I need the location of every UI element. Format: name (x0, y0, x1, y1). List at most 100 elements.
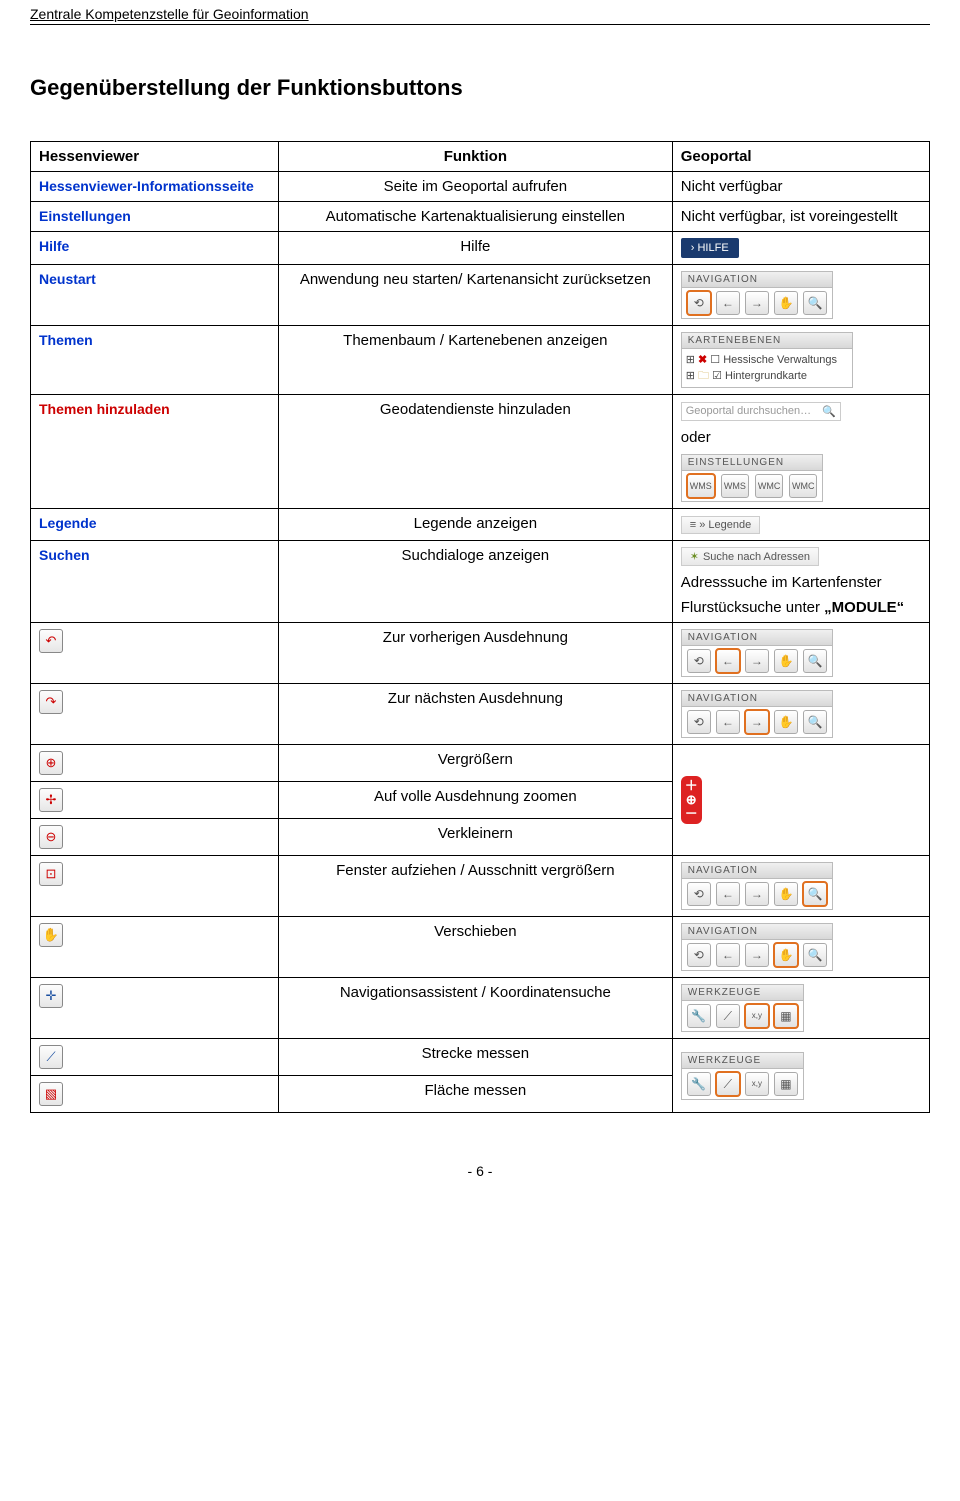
nav-assist-icon[interactable]: ✛ (39, 984, 63, 1008)
tool-grid-icon[interactable]: ▦ (774, 1004, 798, 1028)
geop-legende: Legende (672, 509, 929, 541)
table-row: Suchen Suchdialoge anzeigen ✶Suche nach … (31, 541, 930, 623)
flur-text: Flurstücksuche unter „MODULE“ (681, 599, 921, 616)
hv-link-legende[interactable]: Legende (39, 515, 97, 531)
geop-geodienste: 🔍 Geoportal durchsuchen… oder EINSTELLUN… (672, 395, 929, 509)
nav-zoombox-icon[interactable]: 🔍 (803, 882, 827, 906)
measure-area-icon[interactable]: ▧ (39, 1082, 63, 1106)
nav-fwd-icon[interactable]: → (745, 710, 769, 734)
werkzeuge-panel: WERKZEUGE 🔧 ⟋ x,y ▦ (681, 984, 804, 1032)
navigation-panel: NAVIGATION ⟲ ← → ✋ 🔍 (681, 862, 833, 910)
addr-pill[interactable]: ✶Suche nach Adressen (681, 547, 819, 566)
einst-wms-button[interactable]: WMS (721, 474, 749, 498)
tool-wrench-icon[interactable]: 🔧 (687, 1072, 711, 1096)
nav-pan-icon[interactable]: ✋ (774, 710, 798, 734)
tool-xy-icon[interactable]: x,y (745, 1072, 769, 1096)
nav-pan-icon[interactable]: ✋ (774, 291, 798, 315)
measure-line-icon[interactable]: ⟋ (39, 1045, 63, 1069)
nav-fwd-icon[interactable]: → (745, 291, 769, 315)
panel-title: WERKZEUGE (682, 985, 803, 1001)
nav-pan-icon[interactable]: ✋ (774, 882, 798, 906)
func-label: Vergrößern (278, 745, 672, 782)
nav-back-icon[interactable]: ← (716, 649, 740, 673)
nav-fwd-icon[interactable]: → (745, 943, 769, 967)
nav-reset-icon[interactable]: ⟲ (687, 291, 711, 315)
nav-reset-icon[interactable]: ⟲ (687, 710, 711, 734)
func-label: Verkleinern (278, 819, 672, 856)
zoom-minus-icon[interactable]: － (685, 807, 698, 821)
tree-row[interactable]: ⊞ ✖ ☐ Hessische Verwaltungs (686, 352, 848, 368)
einst-wmc-button[interactable]: WMC (789, 474, 817, 498)
hv-link-hilfe[interactable]: Hilfe (39, 238, 69, 254)
func-label: Zur nächsten Ausdehnung (278, 684, 672, 745)
hv-link-themen[interactable]: Themen (39, 332, 93, 348)
geop-werkzeuge-measure: WERKZEUGE 🔧 ⟋ x,y ▦ (672, 1039, 929, 1113)
table-row: Einstellungen Automatische Kartenaktuali… (31, 202, 930, 232)
geop-hilfe-cell: HILFE (672, 232, 929, 265)
nav-reset-icon[interactable]: ⟲ (687, 943, 711, 967)
hv-link-info[interactable]: Hessenviewer-Informationsseite (39, 178, 254, 194)
prev-extent-icon[interactable]: ↶ (39, 629, 63, 653)
panel-title: NAVIGATION (682, 924, 832, 940)
nav-zoombox-icon[interactable]: 🔍 (803, 943, 827, 967)
tool-grid-icon[interactable]: ▦ (774, 1072, 798, 1096)
zoom-box-icon[interactable]: ⊡ (39, 862, 63, 886)
nav-reset-icon[interactable]: ⟲ (687, 882, 711, 906)
nav-zoombox-icon[interactable]: 🔍 (803, 710, 827, 734)
nav-zoombox-icon[interactable]: 🔍 (803, 649, 827, 673)
hv-link-themen-hinzuladen[interactable]: Themen hinzuladen (39, 401, 170, 417)
tool-ruler-icon[interactable]: ⟋ (716, 1072, 740, 1096)
table-row: ⊡ Fenster aufziehen / Ausschnitt vergröß… (31, 856, 930, 917)
nav-fwd-icon[interactable]: → (745, 649, 769, 673)
func-label: Hilfe (278, 232, 672, 265)
kartenebenen-panel: KARTENEBENEN ⊞ ✖ ☐ Hessische Verwaltungs… (681, 332, 853, 388)
table-row: Themen Themenbaum / Kartenebenen anzeige… (31, 326, 930, 395)
geoportal-search[interactable]: 🔍 Geoportal durchsuchen… (681, 402, 841, 421)
next-extent-icon[interactable]: ↷ (39, 690, 63, 714)
nav-back-icon[interactable]: ← (716, 710, 740, 734)
nav-pan-icon[interactable]: ✋ (774, 649, 798, 673)
full-extent-icon[interactable]: ✢ (39, 788, 63, 812)
nav-back-icon[interactable]: ← (716, 882, 740, 906)
func-label: Verschieben (278, 917, 672, 978)
einst-wmc-button[interactable]: WMC (755, 474, 783, 498)
tool-xy-icon[interactable]: x,y (745, 1004, 769, 1028)
hv-link-suchen[interactable]: Suchen (39, 547, 90, 563)
search-icon[interactable]: 🔍 (822, 405, 836, 418)
nav-reset-icon[interactable]: ⟲ (687, 649, 711, 673)
func-label: Fläche messen (278, 1076, 672, 1113)
table-row: ↶ Zur vorherigen Ausdehnung NAVIGATION ⟲… (31, 623, 930, 684)
zoom-plus-icon[interactable]: ＋ (685, 779, 698, 793)
geop-cell: Nicht verfügbar, ist voreingestellt (672, 202, 929, 232)
zoom-stack[interactable]: ＋ ⊕ － (681, 776, 702, 824)
hilfe-pill[interactable]: HILFE (681, 238, 739, 258)
zoom-out-icon[interactable]: ⊖ (39, 825, 63, 849)
geop-zoomstack: ＋ ⊕ － (672, 745, 929, 856)
tool-wrench-icon[interactable]: 🔧 (687, 1004, 711, 1028)
address-icon: ✶ (690, 551, 699, 563)
table-row: ↷ Zur nächsten Ausdehnung NAVIGATION ⟲ ←… (31, 684, 930, 745)
zoom-globe-icon[interactable]: ⊕ (685, 793, 698, 807)
nav-back-icon[interactable]: ← (716, 943, 740, 967)
geop-cell: Nicht verfügbar (672, 172, 929, 202)
nav-fwd-icon[interactable]: → (745, 882, 769, 906)
col-geoportal: Geoportal (672, 142, 929, 172)
oder-label: oder (681, 429, 921, 446)
table-row: Neustart Anwendung neu starten/ Kartenan… (31, 265, 930, 326)
zoom-in-icon[interactable]: ⊕ (39, 751, 63, 775)
hv-link-neustart[interactable]: Neustart (39, 271, 96, 287)
legende-pill[interactable]: Legende (681, 516, 760, 534)
panel-title: NAVIGATION (682, 863, 832, 879)
tool-ruler-icon[interactable]: ⟋ (716, 1004, 740, 1028)
panel-title: EINSTELLUNGEN (682, 455, 823, 471)
nav-back-icon[interactable]: ← (716, 291, 740, 315)
hv-link-einstellungen[interactable]: Einstellungen (39, 208, 131, 224)
func-label: Auf volle Ausdehnung zoomen (278, 782, 672, 819)
func-label: Themenbaum / Kartenebenen anzeigen (278, 326, 672, 395)
nav-pan-icon[interactable]: ✋ (774, 943, 798, 967)
tree-row[interactable]: ⊞ 🗀 ☑ Hintergrundkarte (686, 368, 848, 384)
nav-zoombox-icon[interactable]: 🔍 (803, 291, 827, 315)
pan-icon[interactable]: ✋ (39, 923, 63, 947)
einst-wms-button[interactable]: WMS (687, 474, 715, 498)
func-label: Zur vorherigen Ausdehnung (278, 623, 672, 684)
